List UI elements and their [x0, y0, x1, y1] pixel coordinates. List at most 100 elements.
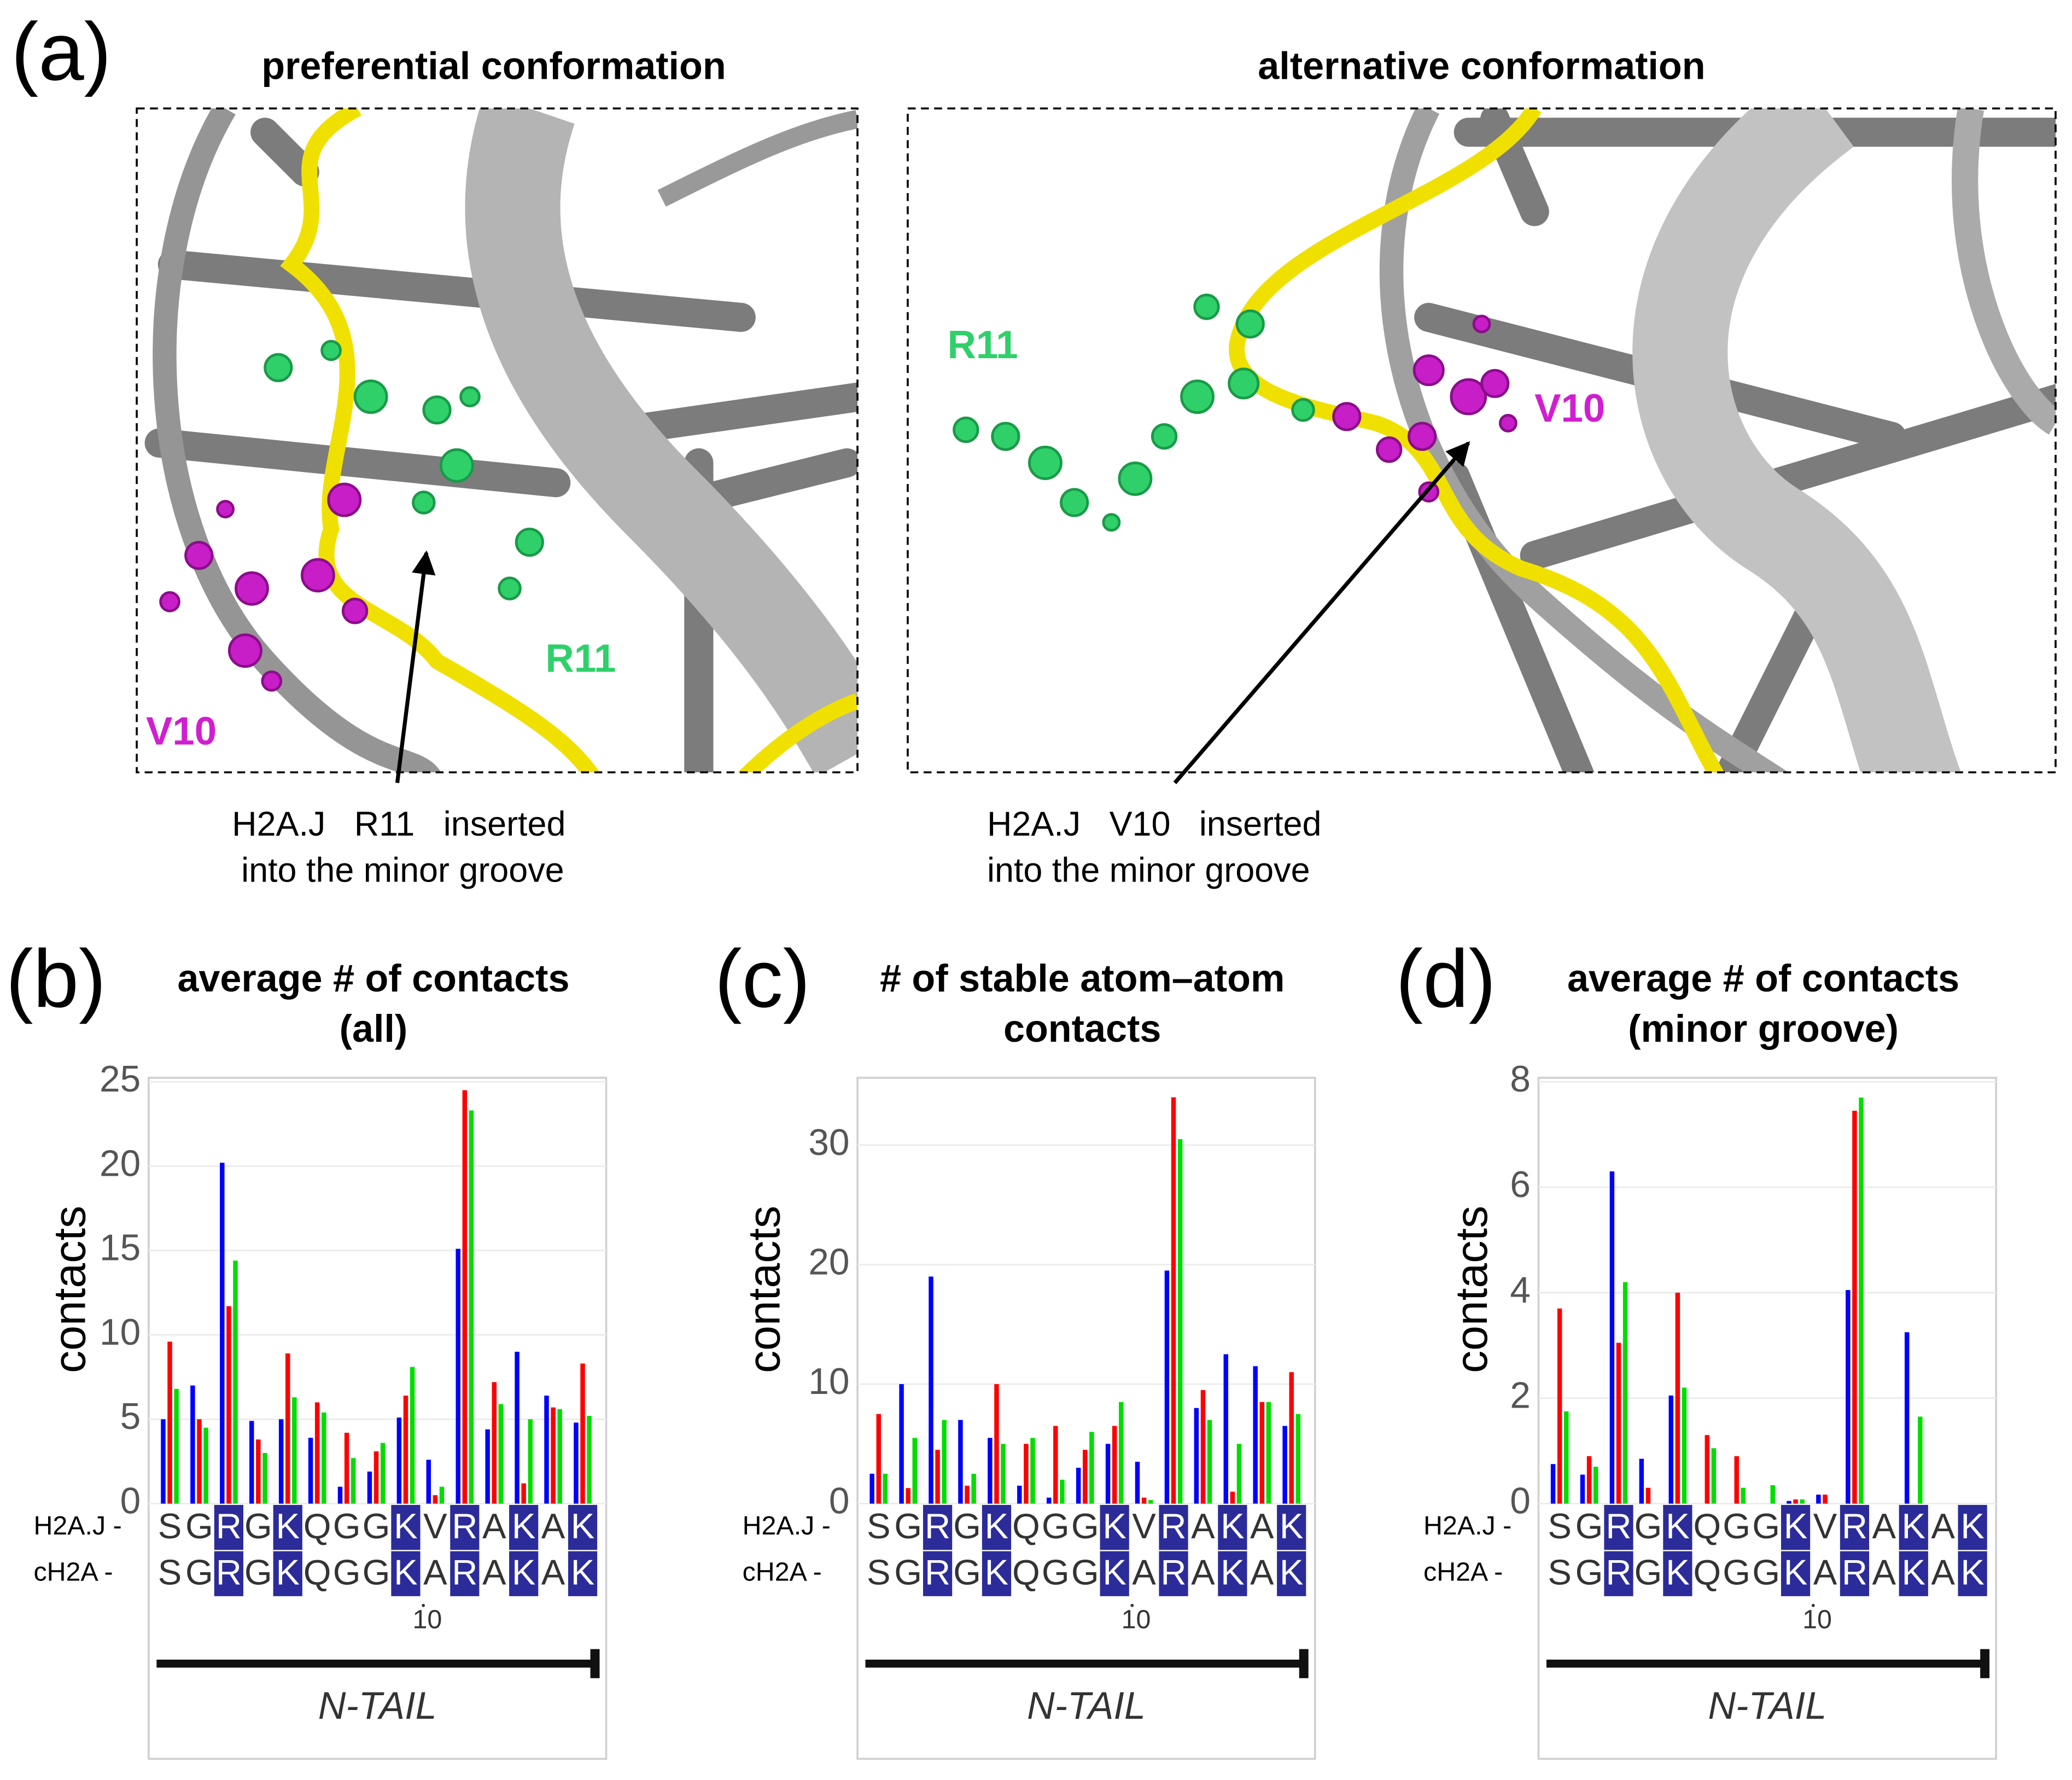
bar — [1609, 1171, 1615, 1504]
bar — [971, 1473, 976, 1504]
residue: V — [423, 1506, 447, 1546]
residue: K — [571, 1552, 595, 1592]
residue-highlight — [214, 1504, 243, 1550]
residue: S — [158, 1552, 182, 1592]
residue: S — [158, 1506, 182, 1546]
residue: G — [1723, 1506, 1750, 1546]
residue-highlight — [1663, 1551, 1692, 1596]
residue: G — [1752, 1552, 1780, 1592]
position-label: 10 — [1122, 1605, 1151, 1635]
bar — [1230, 1491, 1235, 1504]
panel-label: (a) — [11, 5, 111, 97]
bar — [883, 1473, 888, 1504]
bar — [1639, 1458, 1644, 1504]
bar — [544, 1396, 549, 1504]
molecule-left — [144, 108, 858, 773]
bar — [1734, 1456, 1739, 1504]
bar — [929, 1276, 933, 1504]
residue: R — [452, 1552, 477, 1592]
arrow — [1173, 441, 1470, 784]
residue: K — [1901, 1506, 1925, 1546]
y-tick-label: 15 — [100, 1228, 141, 1269]
bar — [1194, 1408, 1199, 1504]
bar — [1787, 1501, 1791, 1504]
bar — [1918, 1416, 1923, 1504]
residue: G — [244, 1506, 272, 1546]
residue-highlight — [1159, 1504, 1188, 1550]
bar — [469, 1110, 474, 1504]
residue: A — [1250, 1506, 1274, 1546]
bar — [220, 1163, 225, 1504]
residue: R — [1160, 1552, 1186, 1592]
residue: G — [1752, 1506, 1780, 1546]
residue: K — [1221, 1552, 1245, 1592]
plot-frame — [856, 1077, 1316, 1760]
residue: A — [541, 1552, 565, 1592]
residue: G — [363, 1506, 390, 1546]
residue: K — [1666, 1552, 1690, 1592]
residue: A — [541, 1506, 565, 1546]
bar — [351, 1458, 356, 1504]
row-label: H2A.J - — [743, 1511, 831, 1540]
residue-highlight — [923, 1551, 953, 1596]
bar — [1001, 1444, 1006, 1504]
residue-highlight — [568, 1551, 598, 1596]
residue-highlight — [1218, 1504, 1247, 1550]
residue: G — [185, 1506, 213, 1546]
residue: Q — [1693, 1506, 1721, 1546]
residue-highlight — [1899, 1551, 1928, 1596]
bar — [906, 1488, 910, 1504]
bar — [1904, 1332, 1910, 1504]
bar — [322, 1412, 326, 1504]
region-label: N-TAIL — [318, 1684, 437, 1727]
chart-title: # of stable atom–atom — [880, 957, 1285, 1000]
residue: G — [1635, 1552, 1662, 1592]
residue: G — [1071, 1506, 1099, 1546]
residue-highlight — [568, 1504, 598, 1550]
y-tick-label: 0 — [829, 1480, 850, 1521]
bar — [174, 1388, 179, 1504]
y-tick-label: 8 — [1510, 1059, 1531, 1100]
region-end — [590, 1649, 600, 1678]
residue: R — [1842, 1506, 1867, 1546]
y-tick-label: 2 — [1510, 1375, 1531, 1416]
bar — [498, 1404, 504, 1504]
y-tick-label: 10 — [808, 1361, 849, 1402]
bar — [1046, 1497, 1052, 1504]
residue-highlight — [1100, 1504, 1129, 1550]
caption: into the minor groove — [987, 851, 1310, 890]
residue: S — [1548, 1506, 1572, 1546]
residue: K — [1784, 1552, 1808, 1592]
bar — [1253, 1366, 1258, 1504]
region-end — [1299, 1649, 1309, 1678]
bar — [292, 1397, 297, 1504]
residue: A — [1250, 1552, 1274, 1592]
residue-highlight — [982, 1551, 1012, 1596]
residue: G — [894, 1506, 922, 1546]
residue: R — [1606, 1552, 1631, 1592]
row-label: cH2A - — [743, 1557, 822, 1587]
residue: K — [1960, 1506, 1985, 1546]
bar — [1112, 1426, 1117, 1504]
bar — [988, 1438, 993, 1504]
residue: R — [452, 1506, 477, 1546]
bar — [380, 1443, 386, 1504]
bar — [1800, 1499, 1805, 1504]
residue: G — [1723, 1552, 1750, 1592]
y-tick-label: 20 — [100, 1143, 141, 1184]
y-tick-label: 0 — [120, 1480, 141, 1521]
bar — [462, 1090, 468, 1504]
bar — [899, 1384, 904, 1504]
residue: G — [1575, 1552, 1603, 1592]
residue: S — [867, 1552, 891, 1592]
residue: Q — [1012, 1552, 1040, 1592]
position-label: 10 — [412, 1605, 442, 1635]
residue: A — [482, 1506, 506, 1546]
bar — [942, 1420, 947, 1504]
chart-title: average # of contacts — [1567, 957, 1959, 1000]
residue: G — [1635, 1506, 1662, 1546]
panel-label: (d) — [1396, 932, 1496, 1024]
panel-frame — [136, 107, 859, 774]
bar — [1236, 1444, 1242, 1504]
bar — [1017, 1485, 1022, 1504]
